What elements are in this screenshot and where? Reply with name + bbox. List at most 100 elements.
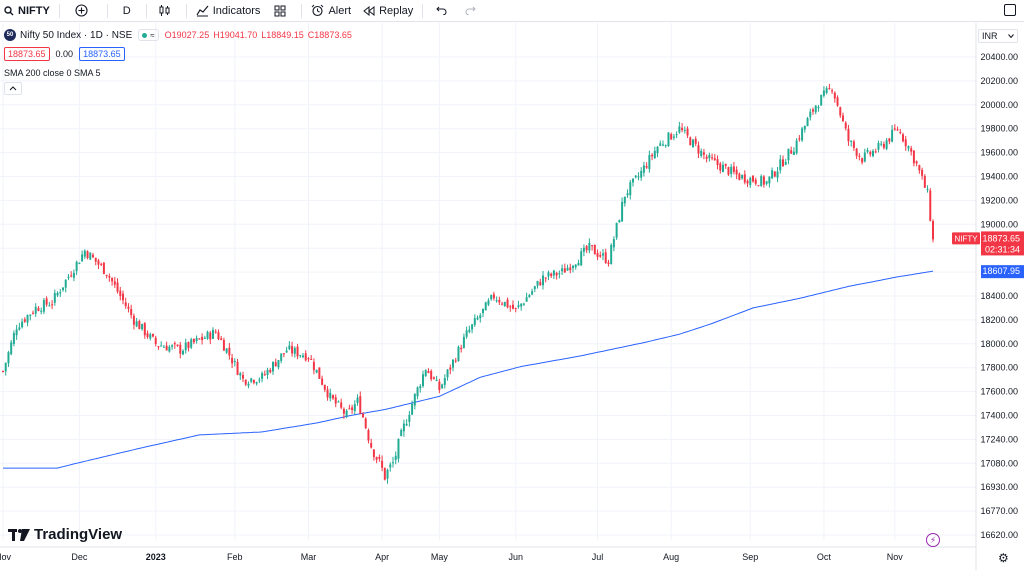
candle-body	[15, 329, 18, 336]
candle-body	[375, 457, 378, 460]
candle-body	[452, 359, 454, 368]
candle-body	[29, 314, 32, 316]
candle-body	[662, 144, 664, 146]
candle-body	[820, 94, 823, 106]
candle-body	[408, 414, 411, 422]
candle-body	[487, 300, 490, 305]
candle-body	[53, 293, 56, 303]
symbol-title[interactable]: Nifty 50 Index · 1D · NSE	[20, 29, 133, 41]
candle-body	[506, 299, 509, 308]
candle-body	[713, 158, 716, 160]
y-axis-tick-label: 19800.00	[980, 124, 1018, 134]
candle-body	[536, 280, 539, 286]
currency-selector[interactable]: INR	[978, 29, 1018, 43]
candle-body	[722, 164, 724, 173]
candle-body	[705, 156, 708, 159]
candle-body	[550, 273, 553, 276]
candle-body	[291, 346, 294, 354]
candle-body	[190, 339, 193, 348]
candle-body	[176, 344, 179, 346]
candle-body	[326, 389, 329, 398]
candle-body	[482, 308, 484, 314]
candle-body	[632, 178, 634, 183]
candle-body	[621, 201, 624, 222]
candle-body	[664, 145, 667, 147]
candle-body	[539, 282, 542, 286]
candle-body	[59, 292, 62, 294]
candle-body	[899, 131, 902, 133]
layout-icon[interactable]	[1004, 4, 1016, 16]
candle-body	[94, 257, 97, 262]
candle-body	[198, 338, 201, 340]
candle-body	[700, 150, 703, 156]
alert-button[interactable]: Alert	[305, 0, 357, 22]
candle-body	[904, 139, 907, 147]
price-chart[interactable]: Nov Dec 2023 Feb Mar Apr May Jun Jul Aug Sep Oct Nov…	[0, 23, 1024, 570]
candle-body	[880, 143, 883, 145]
candle-body	[222, 339, 225, 351]
candle-body	[460, 347, 463, 350]
candle-body	[23, 319, 26, 322]
undo-button[interactable]	[426, 0, 461, 22]
y-axis-tick-label: 16930.00	[980, 482, 1018, 492]
compare-button[interactable]	[63, 0, 104, 22]
x-axis-tick-label: Dec	[71, 552, 88, 562]
candle-body	[852, 141, 855, 148]
candle-body	[111, 277, 114, 282]
candle-body	[141, 323, 144, 330]
candle-body	[250, 378, 253, 382]
interval-button[interactable]: D	[111, 0, 143, 22]
candle-body	[719, 163, 722, 171]
candle-body	[476, 317, 479, 320]
candle-body	[672, 136, 675, 138]
candle-body	[561, 268, 564, 272]
candle-body	[302, 355, 304, 358]
candle-body	[479, 315, 482, 319]
candle-body	[454, 360, 457, 362]
indicators-button[interactable]: Indicators	[190, 0, 267, 22]
candle-body	[817, 107, 820, 109]
candle-body	[119, 290, 122, 297]
tradingview-logo[interactable]: TradingView	[8, 526, 122, 543]
candle-body	[239, 373, 242, 376]
undo-icon	[436, 6, 447, 15]
alert-label: Alert	[328, 4, 352, 17]
chart-area[interactable]: Nov Dec 2023 Feb Mar Apr May Jun Jul Aug Sep Oct Nov…	[0, 23, 1024, 570]
candle-body	[356, 397, 359, 403]
candle-body	[615, 222, 618, 238]
candle-body	[825, 88, 828, 93]
chevron-down-icon	[1008, 34, 1014, 38]
candle-body	[138, 321, 141, 330]
lightning-icon[interactable]: ⚡	[926, 533, 940, 547]
buy-button[interactable]: 18873.65	[79, 47, 125, 61]
candle-body	[653, 150, 656, 158]
candle-body	[4, 362, 7, 372]
redo-button[interactable]	[461, 0, 484, 22]
symbol-search[interactable]: NIFTY	[0, 0, 56, 22]
candle-body	[471, 324, 474, 330]
candle-body	[430, 370, 433, 380]
candle-body	[12, 333, 15, 344]
chart-type-button[interactable]	[150, 0, 183, 22]
candle-body	[321, 378, 324, 385]
candle-body	[209, 332, 212, 340]
sell-button[interactable]: 18873.65	[4, 47, 50, 61]
candle-body	[528, 295, 531, 298]
candle-body	[154, 337, 157, 344]
replay-button[interactable]: Replay	[357, 0, 419, 22]
candle-body	[146, 333, 149, 337]
templates-button[interactable]	[266, 0, 298, 22]
sma-indicator-label[interactable]: SMA 200 close 0 SMA 5	[4, 68, 101, 78]
candle-body	[651, 154, 654, 157]
low-value: L18849.15	[261, 30, 304, 40]
collapse-legend-button[interactable]	[4, 82, 22, 95]
candle-body	[642, 165, 645, 173]
candle-body	[353, 404, 356, 411]
candle-body	[56, 292, 59, 296]
gear-icon[interactable]: ⚙	[998, 551, 1009, 565]
candle-body	[588, 242, 591, 251]
candle-body	[70, 275, 73, 277]
plus-circle-icon	[75, 4, 88, 17]
candle-body	[10, 342, 13, 355]
candle-body	[484, 302, 487, 311]
